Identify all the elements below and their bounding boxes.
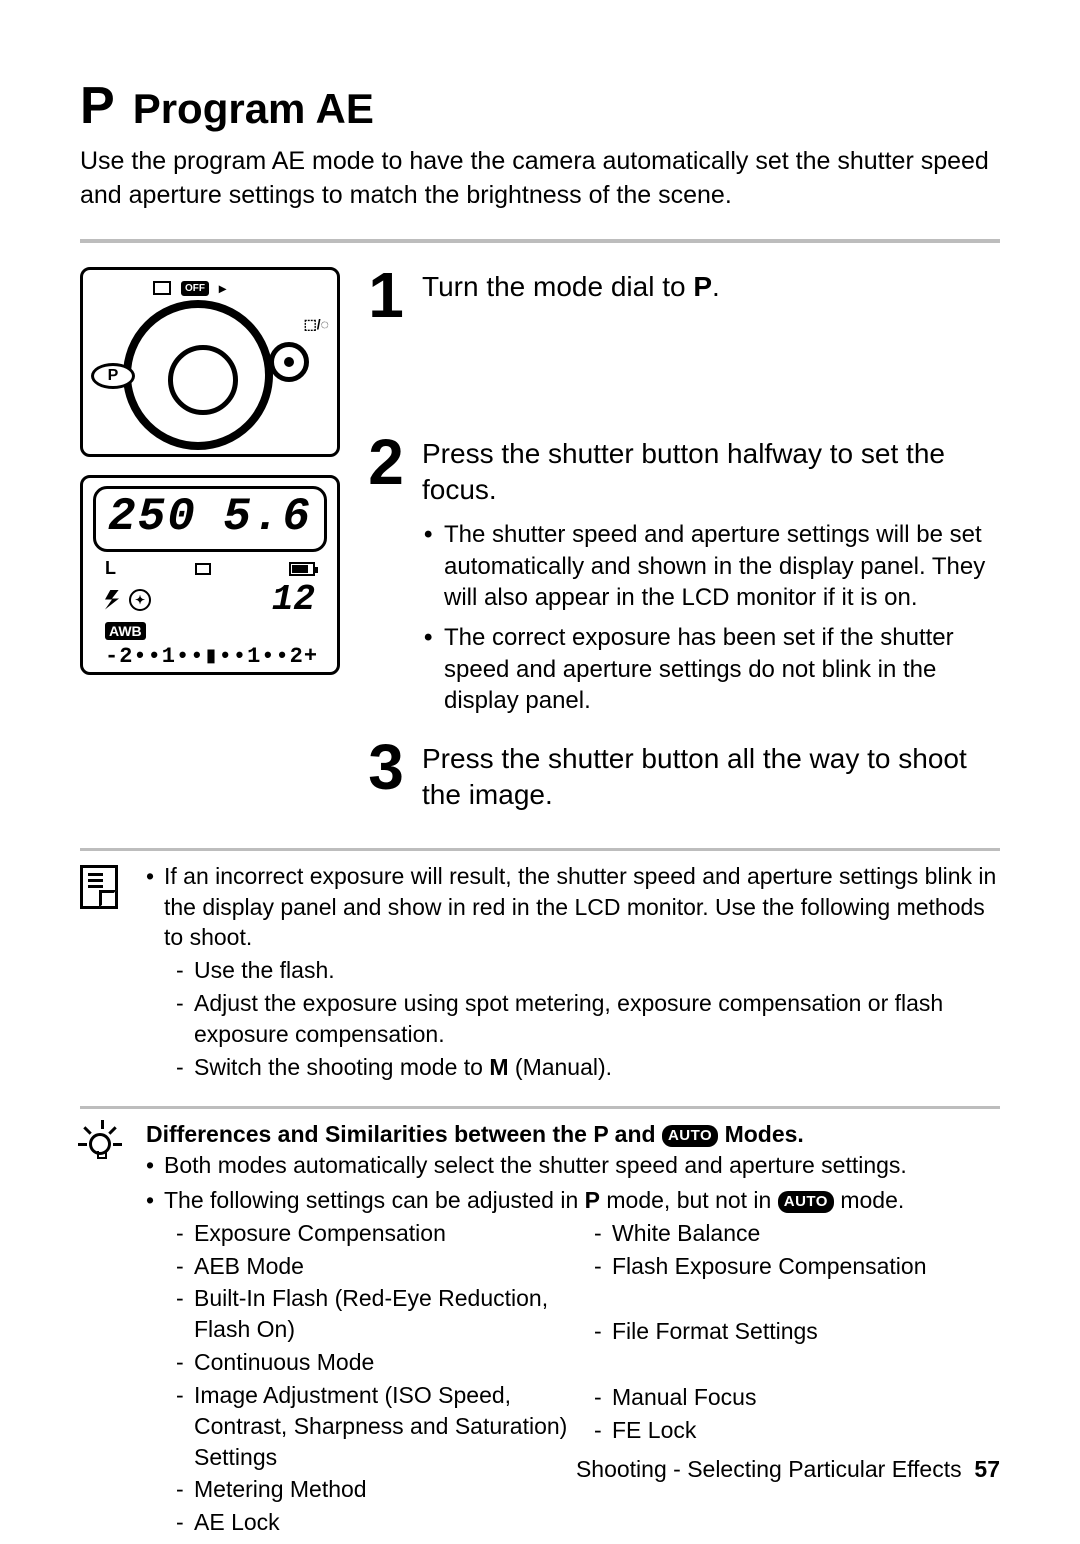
note-item: Switch the shooting mode to M (Manual). — [194, 1052, 1000, 1083]
title-text: Program AE — [133, 85, 374, 133]
settings-item: File Format Settings — [612, 1316, 1000, 1347]
settings-item: Continuous Mode — [194, 1347, 582, 1378]
note-item: Use the flash. — [194, 955, 1000, 986]
bullet: The shutter speed and aperture settings … — [444, 519, 1000, 614]
steps-column: 1 Turn the mode dial to P. 2 Press the s… — [364, 267, 1000, 828]
mode-dial-illustration: OFF ▸ P ⬚/◌ — [80, 267, 340, 457]
step-number: 1 — [364, 267, 408, 325]
step-title: Press the shutter button halfway to set … — [422, 436, 1000, 509]
dial-icon — [123, 300, 273, 450]
tip-icon — [80, 1121, 120, 1167]
step-bullets: The shutter speed and aperture settings … — [422, 519, 1000, 717]
page-footer: Shooting - Selecting Particular Effects … — [576, 1456, 1000, 1483]
note-icon — [80, 865, 118, 909]
awb-badge: AWB — [105, 622, 146, 640]
step-title: Press the shutter button all the way to … — [422, 741, 1000, 814]
battery-icon — [289, 562, 315, 576]
step-3: 3 Press the shutter button all the way t… — [364, 739, 1000, 814]
section-name: Shooting - Selecting Particular Effects — [576, 1456, 962, 1482]
camera-icon — [153, 281, 171, 295]
settings-item: Built-In Flash (Red-Eye Reduction, Flash… — [194, 1283, 582, 1345]
divider — [80, 239, 1000, 243]
step-title: Turn the mode dial to P. — [422, 269, 1000, 305]
settings-item: Image Adjustment (ISO Speed, Contrast, S… — [194, 1380, 582, 1472]
lcd-shutter: 250 — [108, 491, 197, 543]
play-icon: ▸ — [219, 280, 226, 297]
auto-mode-icon: AUTO — [662, 1125, 718, 1147]
settings-item: Manual Focus — [612, 1382, 1000, 1413]
step-1: 1 Turn the mode dial to P. — [364, 267, 1000, 325]
flash-icon — [105, 590, 119, 610]
note-item: Adjust the exposure using spot metering,… — [194, 988, 1000, 1050]
p-mode-icon: P — [693, 271, 712, 302]
single-shot-icon — [195, 563, 211, 575]
tip-bullet: Both modes automatically select the shut… — [164, 1150, 1000, 1181]
page-number: 57 — [974, 1456, 1000, 1482]
flash-mode-icon: ✦ — [129, 589, 151, 611]
page-title: P Program AE — [80, 80, 1000, 133]
control-knob-icon — [269, 342, 309, 382]
settings-item: White Balance — [612, 1218, 1000, 1249]
off-badge: OFF — [181, 281, 209, 296]
settings-item: Flash Exposure Compensation — [612, 1251, 1000, 1282]
divider — [80, 848, 1000, 851]
bullet: The correct exposure has been set if the… — [444, 622, 1000, 717]
tip-heading: Differences and Similarities between the… — [146, 1119, 1000, 1150]
step-2: 2 Press the shutter button halfway to se… — [364, 434, 1000, 725]
settings-item: AE Lock — [194, 1507, 582, 1538]
settings-item: FE Lock — [612, 1415, 1000, 1446]
lcd-size: L — [105, 558, 116, 579]
lcd-panel-illustration: 250 5.6 L ✦ 12 AWB -2••1••▮••1••2+ — [80, 475, 340, 675]
illustration-column: OFF ▸ P ⬚/◌ 250 5.6 L ✦ 1 — [80, 267, 340, 828]
settings-list-left: Exposure CompensationAEB ModeBuilt-In Fl… — [164, 1218, 582, 1540]
step-number: 2 — [364, 434, 408, 725]
note-text: If an incorrect exposure will result, th… — [164, 861, 1000, 1083]
steps-section: OFF ▸ P ⬚/◌ 250 5.6 L ✦ 1 — [80, 267, 1000, 828]
drive-timer-icon: ⬚/◌ — [304, 316, 329, 333]
lcd-shots-remaining: 12 — [272, 582, 315, 618]
step-number: 3 — [364, 739, 408, 814]
mode-letter: P — [80, 80, 115, 132]
dial-p-marker: P — [91, 363, 135, 389]
settings-item: Exposure Compensation — [194, 1218, 582, 1249]
settings-item: Metering Method — [194, 1474, 582, 1505]
auto-mode-icon: AUTO — [778, 1191, 834, 1213]
settings-list-right: White BalanceFlash Exposure Compensation… — [582, 1218, 1000, 1540]
note-block: If an incorrect exposure will result, th… — [80, 861, 1000, 1087]
settings-item: AEB Mode — [194, 1251, 582, 1282]
divider — [80, 1106, 1000, 1109]
lcd-aperture: 5.6 — [223, 491, 312, 543]
exposure-scale: -2••1••▮••1••2+ — [93, 643, 327, 669]
tip-bullet: The following settings can be adjusted i… — [164, 1185, 1000, 1540]
intro-paragraph: Use the program AE mode to have the came… — [80, 145, 1000, 213]
